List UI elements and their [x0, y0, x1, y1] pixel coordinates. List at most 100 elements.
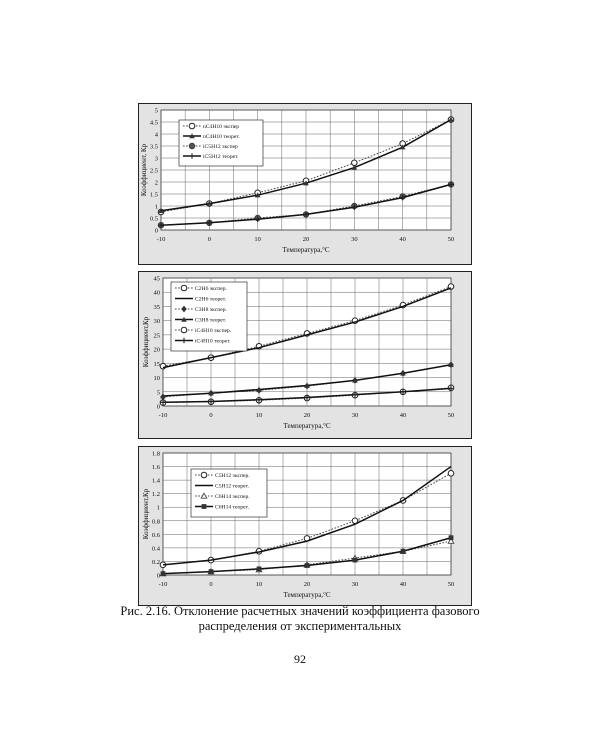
y-axis-label: Коэффициент,Кр [142, 316, 150, 367]
y-tick-label: 1.5 [150, 192, 158, 199]
data-point [206, 220, 213, 226]
data-point [399, 194, 406, 201]
legend-label: C6H14 экспер. [215, 494, 250, 500]
legend-swatch-marker [180, 326, 188, 334]
y-tick-label: 10 [154, 375, 161, 382]
data-point [159, 362, 167, 370]
data-point [448, 385, 454, 392]
data-point [352, 557, 358, 563]
chart-1: 00.511.522.533.544.55-10 0 10 20 30 40 50Темпе… [140, 108, 455, 254]
legend-label: iC5H12 теорет. [203, 154, 239, 160]
data-point [448, 181, 454, 188]
page-number: 92 [294, 652, 306, 666]
data-point [352, 377, 358, 383]
data-point [351, 204, 358, 210]
legend-label: iC4H10 теорет. [195, 339, 231, 345]
y-tick-label: 2.5 [150, 168, 158, 175]
data-point [206, 200, 213, 206]
series-2 [162, 287, 452, 369]
data-point [447, 470, 455, 477]
y-tick-label: 1 [157, 505, 160, 512]
y-tick-label: 0.2 [152, 559, 160, 566]
x-tick-label: 0 [209, 412, 212, 419]
x-axis-label: Температура,°С [283, 422, 330, 430]
data-point [400, 388, 406, 395]
series-line [162, 287, 452, 369]
x-tick-label: 30 [352, 412, 359, 419]
data-point [400, 370, 406, 376]
y-axis-label: Коэффициент, Кр [140, 143, 148, 196]
x-tick-label: 50 [448, 412, 455, 419]
y-tick-label: 1.8 [152, 451, 160, 458]
legend-swatch-marker [201, 504, 207, 509]
x-tick-label: 30 [352, 581, 359, 588]
y-tick-label: 0 [157, 573, 160, 580]
series-line [162, 465, 452, 566]
x-tick-label: 20 [304, 581, 311, 588]
x-tick-label: -10 [157, 236, 166, 243]
data-point [160, 571, 166, 577]
x-tick-label: 10 [256, 581, 263, 588]
y-tick-label: 4.5 [150, 120, 158, 127]
y-tick-label: 0.4 [152, 545, 161, 552]
legend-label: iC4H10 экспер. [195, 328, 232, 334]
data-point [447, 537, 455, 544]
legend-swatch-marker [189, 153, 195, 159]
y-tick-label: 5 [155, 108, 158, 115]
x-tick-label: 20 [304, 412, 311, 419]
x-tick-label: -10 [159, 412, 168, 419]
legend-label: C2H6 теорет. [195, 297, 227, 303]
legend-label: C3H8 теорет. [195, 318, 227, 324]
legend-label: nC4H10 экспер [203, 124, 239, 130]
legend-swatch-marker [200, 492, 208, 499]
x-tick-label: -10 [159, 581, 168, 588]
y-tick-label: 1.6 [152, 464, 161, 471]
figure-caption-line-2: распределения от экспериментальных [198, 619, 402, 633]
x-tick-label: 40 [399, 236, 406, 243]
data-point [351, 164, 358, 170]
figure-caption: Рис. 2.16. Отклонение расчетных значений… [60, 604, 540, 634]
y-tick-label: 40 [154, 290, 161, 297]
data-point [448, 116, 454, 122]
data-point [304, 563, 310, 568]
legend-swatch-marker [188, 122, 196, 130]
x-tick-label: 20 [303, 236, 310, 243]
series-4 [160, 535, 454, 577]
legend: C2H6 экспер. C2H6 теорет. C3H8 экспер. C3H8… [170, 281, 248, 352]
legend-label: C2H6 экспер. [195, 286, 227, 292]
y-tick-label: 1.4 [152, 478, 161, 485]
data-point [303, 180, 309, 186]
legend-swatch-marker [180, 284, 188, 292]
series-4 [158, 181, 454, 228]
x-tick-label: 50 [448, 236, 455, 243]
y-tick-label: 2 [155, 180, 158, 187]
chart-panel-2: 0 5 10 15 20 25 30 35 40 45 -10 0 10 20 30 40 50 Температ… [138, 271, 472, 439]
legend-swatch-marker [200, 471, 208, 479]
y-tick-label: 5 [157, 389, 160, 396]
y-tick-label: 4 [155, 132, 159, 139]
data-point [352, 391, 358, 398]
y-tick-label: 0 [155, 228, 158, 235]
legend-label: C3H8 экспер. [195, 307, 227, 313]
data-point [304, 382, 310, 388]
data-point [254, 216, 261, 222]
x-tick-label: 30 [351, 236, 358, 243]
legend: nC4H10 экспер nC4H10 теорет. iC5H12 экспер… [178, 119, 264, 167]
legend-swatch-marker [181, 337, 187, 344]
chart-panel-3: 0 0.2 0.4 0.6 0.8 1 1.2 1.4 1.6 1.8 -10 0 10 20 30 40 50… [138, 446, 472, 606]
y-tick-label: 0 [157, 404, 160, 411]
y-tick-label: 35 [154, 304, 161, 311]
chart-3: 00.20.40.60.811.21.41.61.8-10 0 10 20 30 40 50… [142, 451, 455, 599]
x-tick-label: 0 [208, 236, 211, 243]
y-axis-label: Коэффициент,Кр [142, 488, 150, 539]
x-tick-label: 10 [254, 236, 261, 243]
series-6 [160, 385, 454, 406]
data-point [158, 208, 164, 213]
y-tick-label: 45 [154, 276, 161, 283]
chart-panel-1: 0 0.5 1 1.5 2 2.5 3 3.5 4 4.5 5 -10 0 10 20 30 40 50 Темпе… [138, 103, 472, 265]
legend-label: C5H12 экспер. [215, 473, 250, 479]
legend-label: nC4H10 теорет. [203, 134, 240, 140]
legend-label: C5H12 теорет. [215, 484, 250, 490]
y-tick-label: 15 [154, 361, 161, 368]
